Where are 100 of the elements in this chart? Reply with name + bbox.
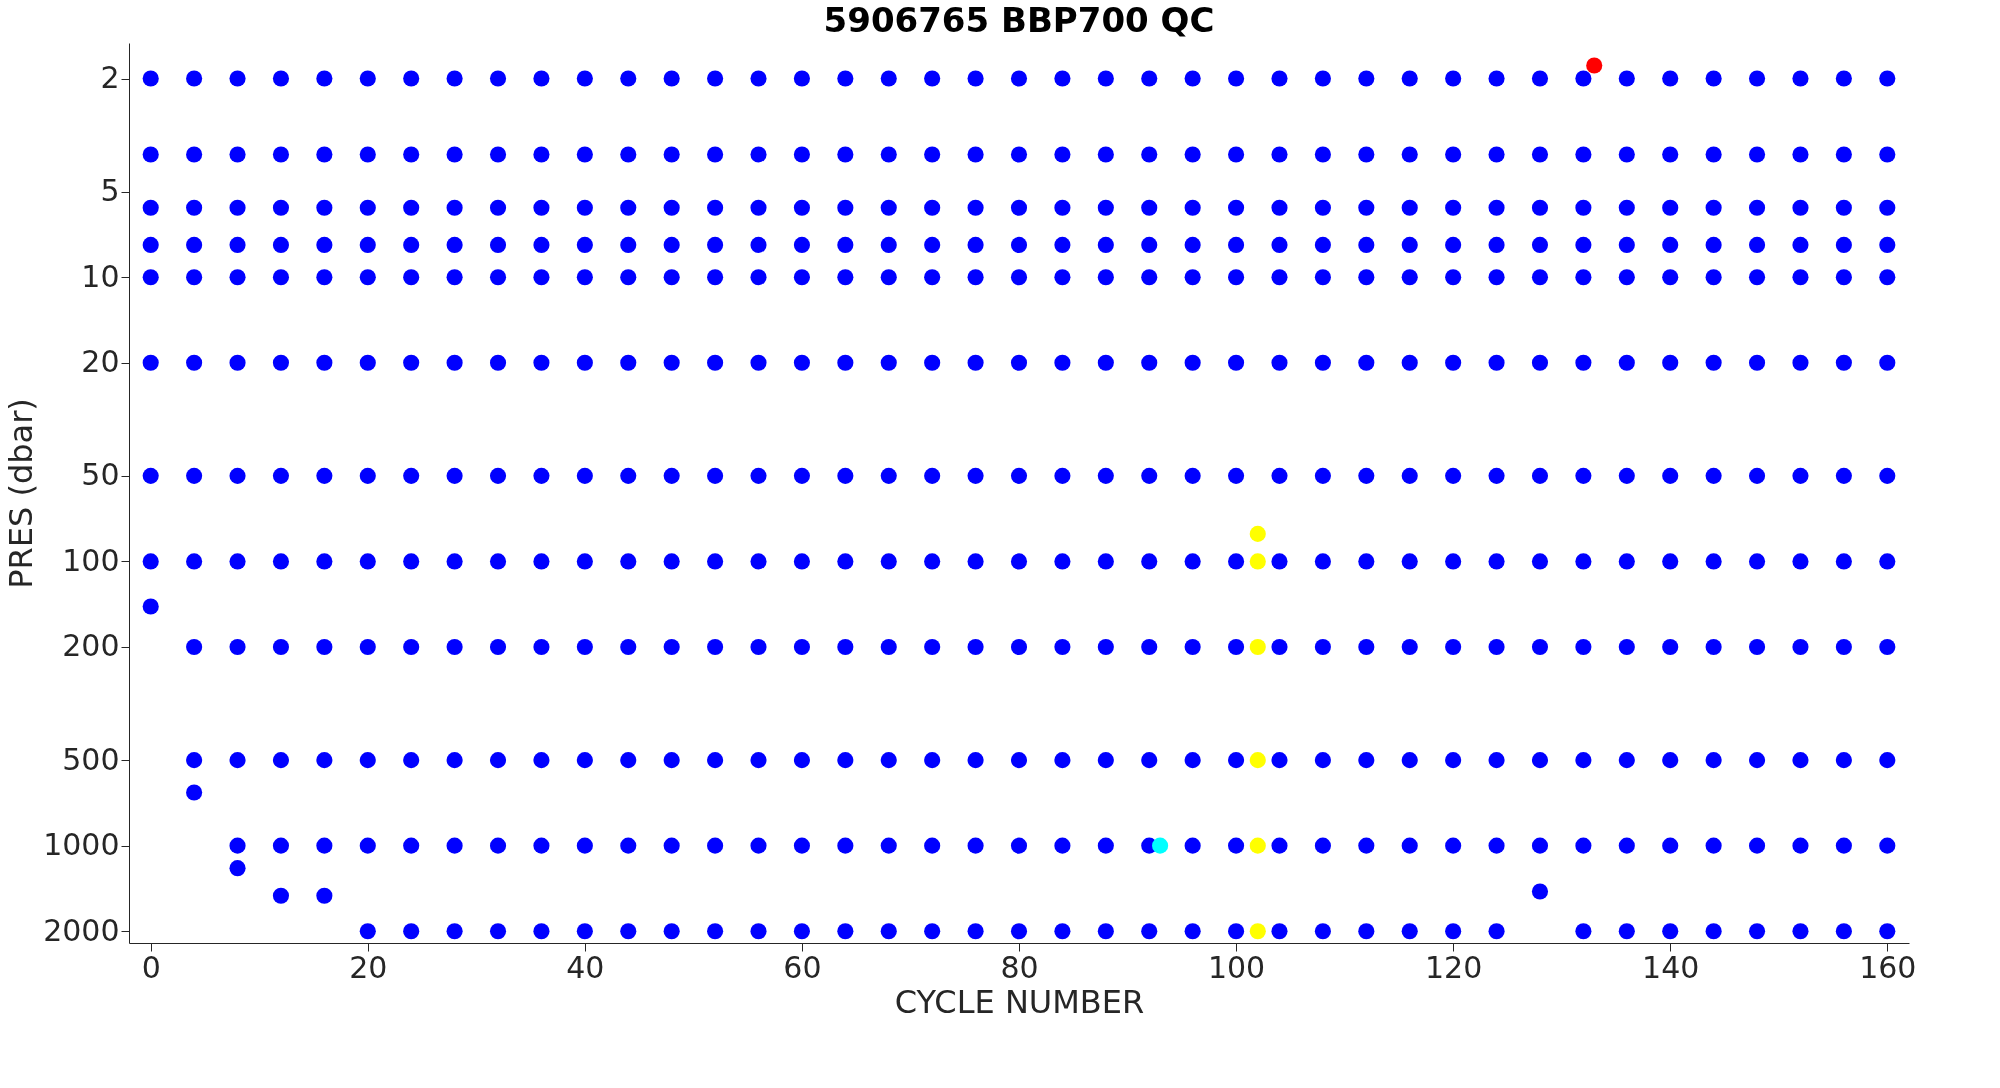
point xyxy=(1575,553,1592,570)
point xyxy=(1705,236,1722,253)
point xyxy=(1445,923,1462,940)
point xyxy=(1705,354,1722,371)
point xyxy=(1184,70,1201,87)
point xyxy=(1097,837,1114,854)
point xyxy=(1358,923,1375,940)
point xyxy=(186,236,203,253)
point xyxy=(489,467,507,484)
point xyxy=(446,146,463,163)
point xyxy=(967,269,984,286)
point xyxy=(1097,467,1114,484)
point xyxy=(576,553,593,570)
point xyxy=(1445,354,1462,371)
point xyxy=(359,553,376,570)
point xyxy=(663,70,680,87)
point xyxy=(750,199,767,216)
point xyxy=(1054,70,1071,87)
point xyxy=(707,467,724,484)
point xyxy=(1792,236,1809,253)
point xyxy=(750,752,767,769)
point xyxy=(1249,553,1266,570)
point xyxy=(880,199,897,216)
point xyxy=(1835,923,1852,940)
point xyxy=(1271,923,1288,940)
point xyxy=(272,553,290,570)
point xyxy=(1748,236,1766,253)
point xyxy=(1271,638,1288,656)
point xyxy=(1401,269,1418,286)
point xyxy=(837,837,854,854)
point xyxy=(533,467,550,484)
point xyxy=(1748,354,1766,371)
point xyxy=(403,236,420,253)
point xyxy=(1010,467,1028,484)
y-tick-label: 20 xyxy=(81,344,120,380)
point xyxy=(1271,236,1288,253)
point xyxy=(750,923,767,940)
y-tick-label: 500 xyxy=(62,741,120,777)
point xyxy=(967,638,984,656)
point xyxy=(1401,638,1418,656)
point xyxy=(1531,752,1549,769)
point xyxy=(967,146,984,163)
point xyxy=(1792,638,1809,656)
point xyxy=(1618,199,1635,216)
point xyxy=(1835,269,1852,286)
point xyxy=(880,553,897,570)
point xyxy=(1184,923,1201,940)
point xyxy=(533,354,550,371)
point xyxy=(620,467,637,484)
point xyxy=(272,837,290,854)
point xyxy=(272,887,290,904)
point xyxy=(316,553,333,570)
point xyxy=(663,269,680,286)
point xyxy=(1748,70,1766,87)
y-tick-label: 50 xyxy=(81,457,120,493)
point xyxy=(1401,923,1418,940)
point xyxy=(967,923,984,940)
point xyxy=(924,553,941,570)
point xyxy=(1141,269,1158,286)
point xyxy=(837,638,854,656)
point xyxy=(924,70,941,87)
point xyxy=(1792,837,1809,854)
point xyxy=(793,638,810,656)
point xyxy=(446,354,463,371)
point xyxy=(1618,638,1635,656)
point xyxy=(707,752,724,769)
point xyxy=(1662,236,1679,253)
point xyxy=(446,752,463,769)
point xyxy=(750,553,767,570)
point xyxy=(837,354,854,371)
point xyxy=(1097,146,1114,163)
x-tick-label: 20 xyxy=(349,949,388,985)
point xyxy=(1097,269,1114,286)
point xyxy=(1054,269,1071,286)
point xyxy=(1271,199,1288,216)
point xyxy=(533,837,550,854)
point xyxy=(1445,638,1462,656)
point xyxy=(1141,553,1158,570)
point xyxy=(1358,269,1375,286)
point xyxy=(1618,354,1635,371)
point xyxy=(1010,923,1028,940)
point xyxy=(880,837,897,854)
point xyxy=(403,199,420,216)
point xyxy=(446,467,463,484)
point xyxy=(1141,199,1158,216)
point xyxy=(1748,199,1766,216)
point xyxy=(489,269,507,286)
point xyxy=(1097,199,1114,216)
point xyxy=(186,553,203,570)
point xyxy=(750,269,767,286)
point xyxy=(663,146,680,163)
point xyxy=(1314,236,1331,253)
point xyxy=(1271,553,1288,570)
point xyxy=(707,553,724,570)
point xyxy=(793,146,810,163)
point xyxy=(576,269,593,286)
point xyxy=(1249,923,1266,940)
point xyxy=(1401,752,1418,769)
point xyxy=(186,638,203,656)
point xyxy=(1358,553,1375,570)
